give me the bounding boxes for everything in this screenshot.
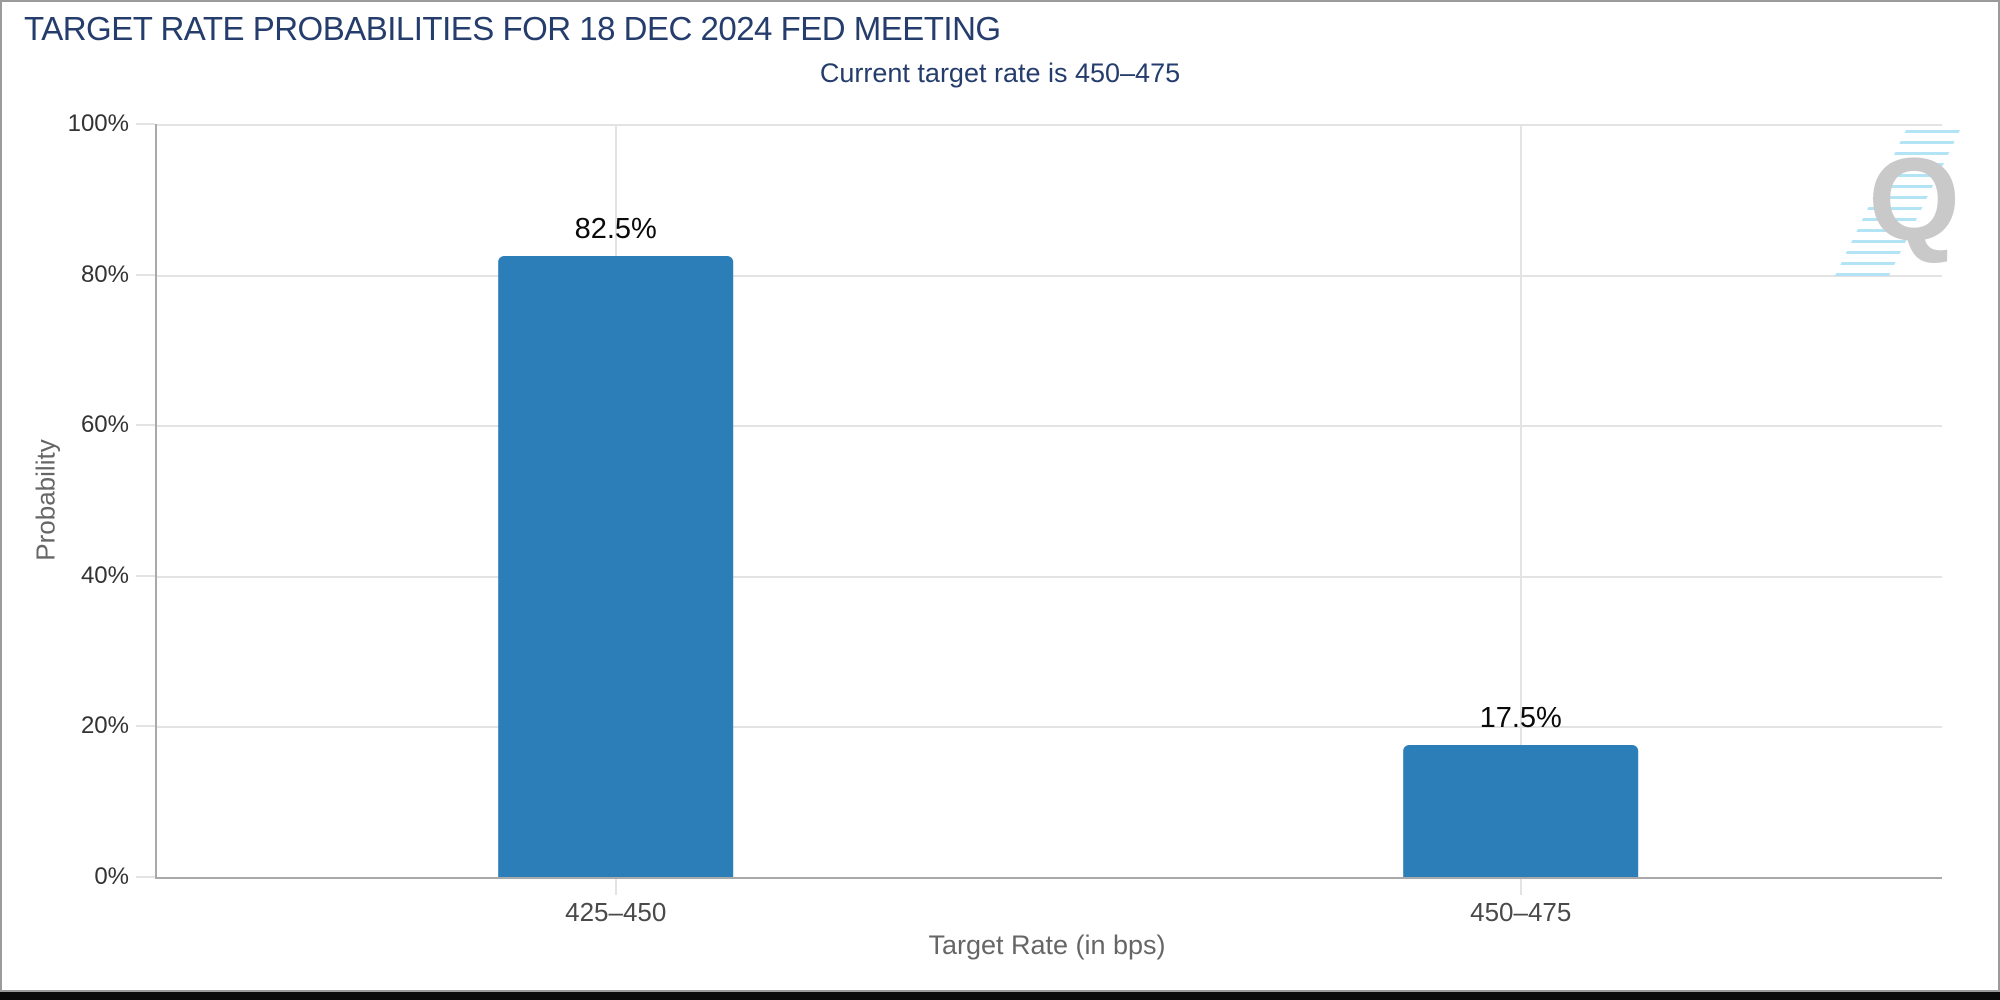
y-tick-label: 100% [67, 110, 129, 137]
y-tick-label: 40% [80, 561, 129, 589]
y-gridline [157, 124, 1942, 126]
y-tick-mark [136, 424, 155, 427]
x-tick-mark [1519, 879, 1522, 895]
chart-title: TARGET RATE PROBABILITIES FOR 18 DEC 202… [24, 10, 1001, 47]
brand-watermark: Q [1831, 126, 1962, 286]
y-tick-mark [136, 574, 155, 577]
bar-425-450[interactable] [497, 255, 734, 877]
x-axis-title: Target Rate (in bps) [928, 930, 1166, 960]
y-tick-label: 80% [80, 260, 129, 288]
y-axis-title: Probability [30, 439, 61, 561]
bar-value-label: 17.5% [1479, 702, 1562, 735]
x-tick-label: 450–475 [1470, 897, 1572, 927]
x-tick-label: 425–450 [565, 897, 667, 927]
v-gridline [1519, 124, 1522, 877]
plot-area: 0% 20% 40% 60% 80% 100% 82.5% 425–450 17.5% 450–4… [68, 110, 1942, 927]
y-tick-mark [136, 273, 155, 276]
y-gridline [157, 726, 1942, 729]
y-tick-label: 0% [94, 863, 129, 890]
watermark-q-icon: Q [1868, 134, 1960, 266]
y-gridline [157, 575, 1942, 578]
y-gridline [157, 425, 1942, 428]
y-tick-label: 20% [80, 712, 129, 740]
y-tick-mark [136, 725, 155, 728]
bar-450-475[interactable] [1402, 745, 1639, 877]
y-tick-mark [136, 876, 155, 878]
x-tick-mark [614, 879, 617, 895]
y-tick-label: 60% [80, 411, 129, 439]
y-tick-mark [136, 123, 155, 125]
y-gridline [157, 274, 1942, 277]
bottom-border-bar [0, 992, 2000, 1000]
bar-value-label: 82.5% [574, 212, 657, 245]
chart-subtitle: Current target rate is 450–475 [819, 58, 1181, 88]
